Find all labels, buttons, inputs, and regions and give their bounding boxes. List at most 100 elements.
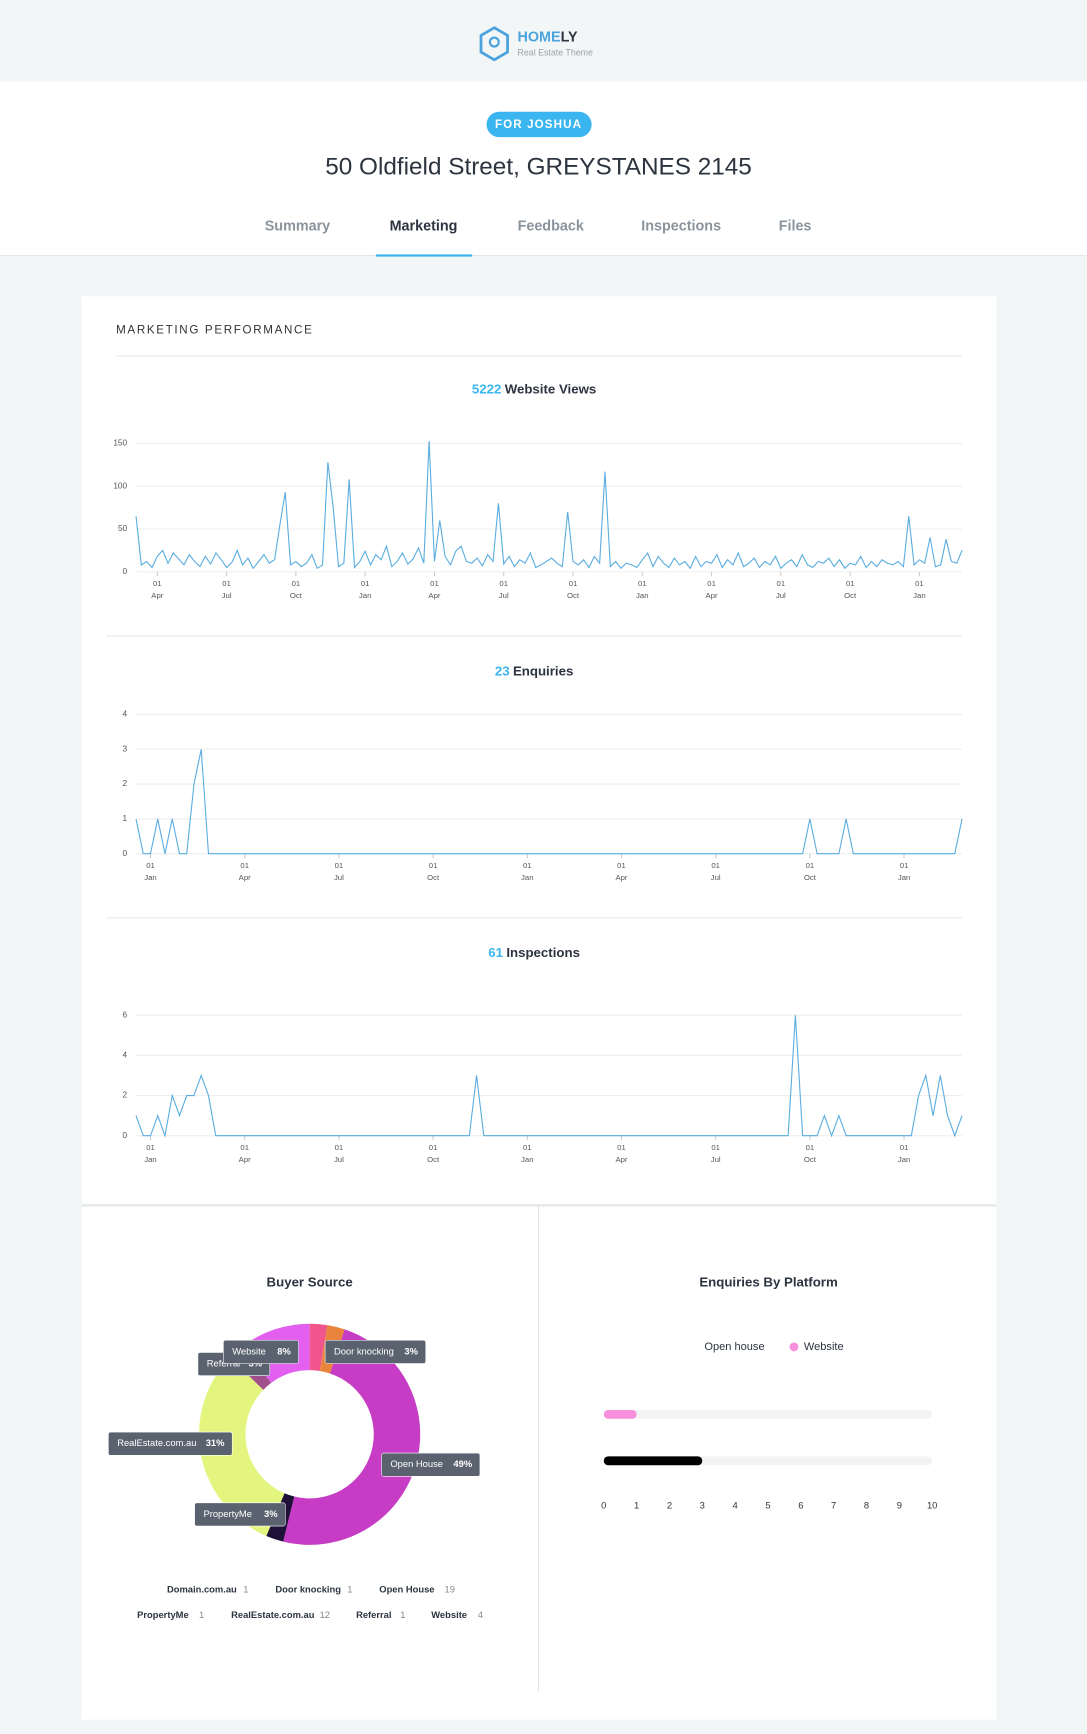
x-tick-label: Oct <box>804 1155 817 1164</box>
x-tick-label: 8 <box>864 1500 869 1511</box>
legend-label[interactable]: Open House <box>379 1584 434 1595</box>
x-tick-label: Jul <box>776 591 786 600</box>
brand-b: LY <box>561 29 578 45</box>
x-tick-label: Jan <box>913 591 925 600</box>
y-tick-label: 0 <box>123 566 128 576</box>
legend-label[interactable]: Website <box>431 1609 467 1620</box>
x-tick-day: 01 <box>569 579 578 588</box>
tab[interactable]: Summary <box>265 219 330 235</box>
x-tick-day: 01 <box>806 1143 815 1152</box>
y-tick-label: 1 <box>123 813 128 823</box>
x-tick-label: Jan <box>144 873 156 882</box>
tooltip-name: RealEstate.com.au <box>117 1437 196 1448</box>
tabs: Summary Marketing Feedback Inspections Files <box>265 219 812 257</box>
tooltip-box <box>194 1502 286 1527</box>
donut-slice <box>199 1357 285 1537</box>
y-tick-label: 2 <box>123 778 128 788</box>
x-tick-day: 01 <box>146 1143 155 1152</box>
x-tick-day: 01 <box>499 579 508 588</box>
x-tick-label: Oct <box>844 591 857 600</box>
tab[interactable]: Inspections <box>641 219 721 235</box>
legend-label[interactable]: Door knocking <box>275 1584 341 1595</box>
donut-slice <box>283 1329 421 1545</box>
x-tick-day: 01 <box>429 1143 438 1152</box>
x-tick-label: Oct <box>427 1155 440 1164</box>
legend-value: 1 <box>199 1609 204 1620</box>
x-tick-day: 01 <box>711 861 720 870</box>
x-tick-label: Jul <box>334 873 344 882</box>
x-tick-label: 4 <box>733 1500 738 1511</box>
tab[interactable]: Feedback <box>518 219 584 235</box>
tooltip-value: 3% <box>264 1508 278 1519</box>
chart-total: 23 <box>495 663 510 678</box>
x-tick-label: Apr <box>239 1155 251 1164</box>
x-tick-label: Jan <box>359 591 371 600</box>
x-tick-label: Oct <box>804 873 817 882</box>
x-tick-label: 1 <box>634 1500 639 1511</box>
brand: HOMELY <box>518 29 579 45</box>
x-tick-day: 01 <box>900 861 909 870</box>
y-tick-label: 6 <box>123 1009 128 1019</box>
legend-label[interactable]: Domain.com.au <box>167 1584 237 1595</box>
x-tick-day: 01 <box>777 579 786 588</box>
legend-label[interactable]: RealEstate.com.au <box>231 1609 315 1620</box>
x-tick-label: Oct <box>567 591 580 600</box>
x-tick-label: Jan <box>636 591 648 600</box>
x-tick-label: Jul <box>711 1155 721 1164</box>
property-header <box>0 81 1087 256</box>
x-tick-label: Jan <box>521 1155 533 1164</box>
series-line <box>135 1015 963 1138</box>
tab[interactable]: Files <box>779 219 812 235</box>
y-tick-label: 4 <box>123 1050 128 1060</box>
legend-label[interactable]: Referral <box>356 1609 391 1620</box>
x-tick-label: Apr <box>615 873 627 882</box>
legend-value: 1 <box>400 1609 405 1620</box>
legend-label[interactable]: PropertyMe <box>137 1609 189 1620</box>
x-tick-day: 01 <box>430 579 439 588</box>
x-tick-label: 6 <box>798 1500 803 1511</box>
x-tick-day: 01 <box>222 579 231 588</box>
chart-title-text: Inspections <box>506 945 580 960</box>
legend-label[interactable]: Open house <box>704 1341 764 1353</box>
badge-pill <box>486 111 592 138</box>
x-tick-day: 01 <box>900 1143 909 1152</box>
tab[interactable]: Marketing <box>390 219 458 235</box>
tooltip-name: Door knocking <box>334 1345 394 1356</box>
bar-track <box>603 1409 933 1419</box>
x-tick-day: 01 <box>240 861 249 870</box>
x-tick-label: Apr <box>151 591 163 600</box>
x-tick-day: 01 <box>523 1143 532 1152</box>
x-tick-day: 01 <box>617 861 626 870</box>
chart-total: 61 <box>488 945 503 960</box>
x-tick-label: 10 <box>927 1500 937 1511</box>
logo[interactable]: HOMELY Real Estate Theme <box>479 26 593 62</box>
bar <box>603 1409 637 1419</box>
tooltip-box <box>108 1431 233 1456</box>
x-tick-label: Jul <box>499 591 509 600</box>
legend-value: 1 <box>347 1584 352 1595</box>
chart-total: 5222 <box>472 381 501 396</box>
x-tick-label: Apr <box>428 591 440 600</box>
legend-value: 1 <box>243 1584 248 1595</box>
x-tick-day: 01 <box>292 579 301 588</box>
chart-title: 23 Enquiries <box>495 663 573 678</box>
x-tick-label: Jul <box>334 1155 344 1164</box>
tooltip-value: 3% <box>404 1345 418 1356</box>
legend-value: 4 <box>478 1609 483 1620</box>
section-title: MARKETING PERFORMANCE <box>116 324 313 337</box>
x-tick-label: 5 <box>765 1500 770 1511</box>
x-tick-day: 01 <box>335 1143 344 1152</box>
x-tick-day: 01 <box>240 1143 249 1152</box>
brand-a: HOME <box>518 29 562 45</box>
x-tick-day: 01 <box>806 861 815 870</box>
legend-label[interactable]: Website <box>804 1341 844 1353</box>
x-tick-label: 0 <box>601 1500 606 1511</box>
x-tick-label: Jul <box>222 591 232 600</box>
chart-title: Enquiries By Platform <box>699 1274 837 1289</box>
legend-swatch <box>789 1342 799 1352</box>
y-tick-label: 0 <box>123 848 128 858</box>
x-tick-day: 01 <box>153 579 162 588</box>
x-tick-label: Apr <box>706 591 718 600</box>
